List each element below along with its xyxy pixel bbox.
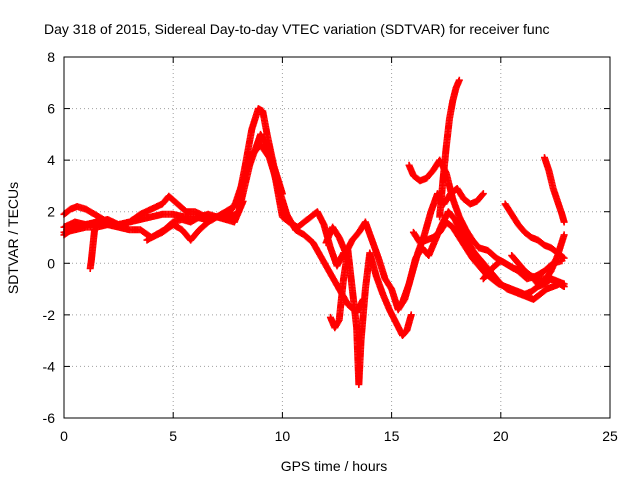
x-tick-label: 25 <box>602 428 618 444</box>
x-tick-label: 0 <box>60 428 68 444</box>
y-axis-label: SDTVAR / TECUs <box>5 182 21 294</box>
chart-title: Day 318 of 2015, Sidereal Day-to-day VTE… <box>44 21 550 37</box>
data-point <box>560 231 568 239</box>
data-point <box>455 76 463 84</box>
data-series-arc-3 <box>60 130 348 270</box>
data-series-arc-16 <box>540 154 568 226</box>
data-point <box>407 311 415 319</box>
data-point <box>239 197 247 205</box>
y-tick-label: -4 <box>43 358 56 374</box>
data-point <box>479 190 487 198</box>
data-series-arc-7 <box>326 246 415 388</box>
data-point <box>478 191 486 199</box>
data-points <box>60 76 568 388</box>
y-tick-label: 6 <box>47 101 55 117</box>
x-tick-label: 15 <box>384 428 400 444</box>
y-tick-label: -6 <box>43 410 56 426</box>
data-series-arc-5 <box>86 226 99 272</box>
x-tick-label: 10 <box>275 428 291 444</box>
data-point <box>560 282 568 290</box>
data-point <box>560 254 568 262</box>
y-tick-label: 2 <box>47 204 55 220</box>
y-tick-label: -2 <box>43 307 56 323</box>
data-series-arc-11 <box>399 208 568 306</box>
data-series-arc-10 <box>409 218 568 298</box>
data-series-arc-1 <box>60 203 107 223</box>
x-tick-label: 5 <box>169 428 177 444</box>
data-series-arc-15 <box>501 200 568 262</box>
data-series-arc-4 <box>60 141 367 316</box>
data-point <box>559 253 567 261</box>
data-series-arc-12 <box>436 76 463 221</box>
data-series-arc-6 <box>143 197 247 244</box>
data-series-arc-14 <box>508 231 568 288</box>
y-tick-label: 8 <box>47 49 55 65</box>
data-point <box>91 226 99 234</box>
x-tick-label: 20 <box>493 428 509 444</box>
plot-frame <box>63 56 611 419</box>
x-axis-label: GPS time / hours <box>281 458 388 474</box>
y-tick-label: 0 <box>47 255 55 271</box>
y-tick-label: 4 <box>47 152 55 168</box>
data-point <box>560 218 568 226</box>
